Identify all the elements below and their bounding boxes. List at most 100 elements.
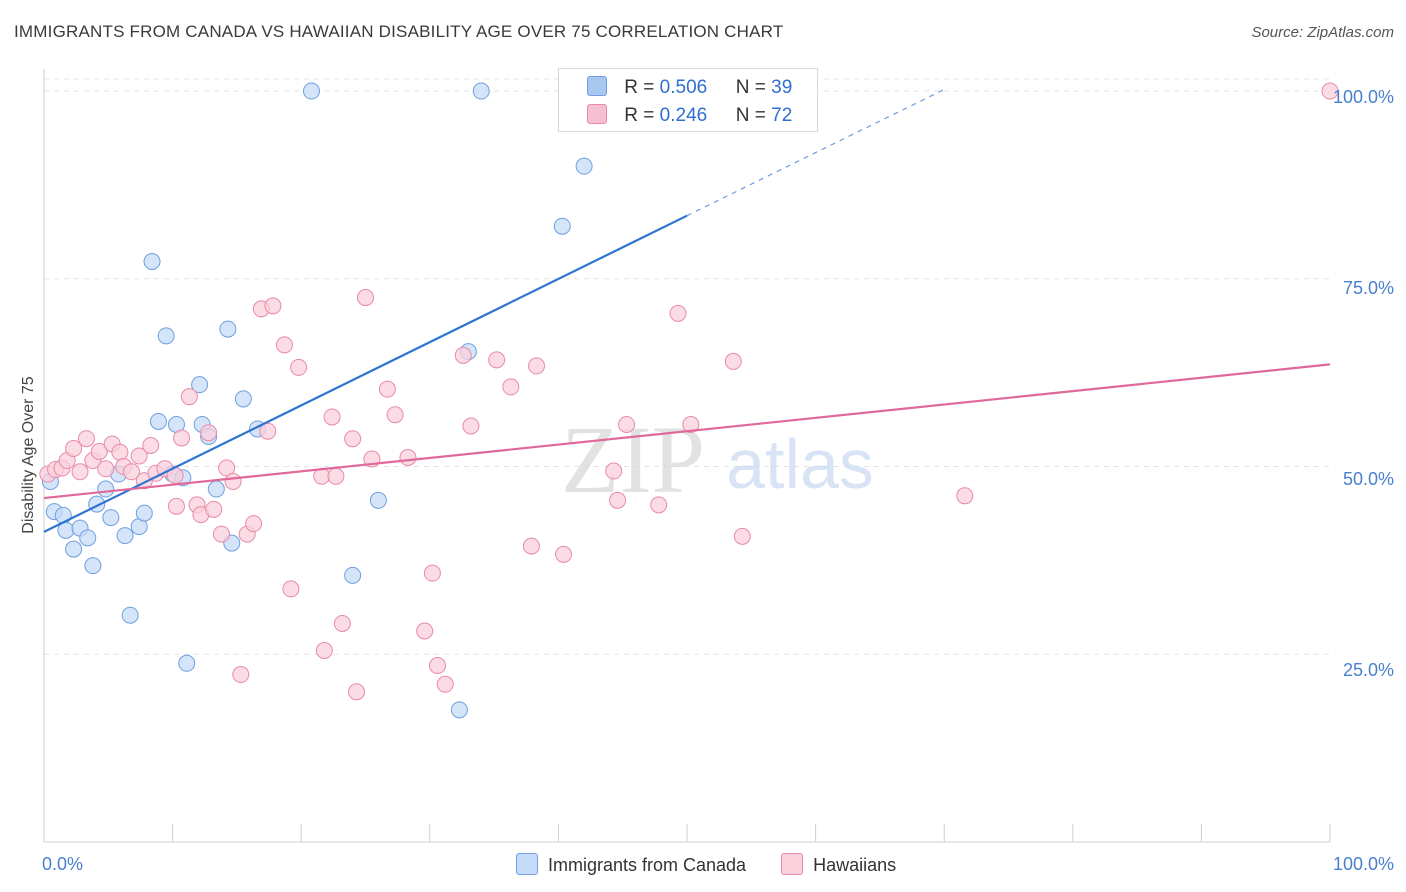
- y-tick-label-100: 100.0%: [1333, 87, 1394, 107]
- data-point-canada: [149, 412, 167, 430]
- data-point-hawaiians: [733, 527, 751, 545]
- data-point-canada: [207, 480, 225, 498]
- data-point-canada: [575, 157, 593, 175]
- data-point-hawaiians: [315, 642, 333, 660]
- data-point-hawaiians: [111, 443, 129, 461]
- data-point-hawaiians: [333, 614, 351, 632]
- data-point-canada: [121, 606, 139, 624]
- data-point-hawaiians: [173, 429, 191, 447]
- legend-n-value: 72: [771, 105, 793, 126]
- data-point-hawaiians: [290, 358, 308, 376]
- legend-swatch-hawaiians: [781, 853, 804, 875]
- legend-n-label: N =: [735, 77, 772, 98]
- data-point-hawaiians: [609, 491, 627, 509]
- data-point-canada: [54, 506, 72, 524]
- data-point-hawaiians: [259, 422, 277, 440]
- watermark-atlas: atlas: [726, 425, 874, 503]
- x-tick-label-max: 100.0%: [1333, 854, 1394, 874]
- series-hawaiians-points: [39, 82, 1339, 701]
- data-point-hawaiians: [65, 439, 83, 457]
- legend-row-canada: R = 0.506 N = 39: [587, 76, 792, 99]
- data-point-hawaiians: [77, 430, 95, 448]
- data-point-hawaiians: [618, 415, 636, 433]
- data-point-hawaiians: [224, 473, 242, 491]
- data-point-canada: [84, 557, 102, 575]
- data-point-canada: [191, 376, 209, 394]
- data-point-hawaiians: [327, 467, 345, 485]
- data-point-hawaiians: [275, 336, 293, 354]
- legend-n-label: N =: [735, 105, 772, 126]
- data-point-hawaiians: [130, 447, 148, 465]
- data-point-hawaiians: [167, 497, 185, 515]
- data-point-hawaiians: [528, 357, 546, 375]
- legend-r-value: 0.506: [659, 77, 708, 98]
- trendline-hawaiians: [43, 363, 1331, 500]
- data-point-canada: [143, 253, 161, 271]
- data-point-canada: [472, 82, 490, 100]
- data-point-hawaiians: [232, 666, 250, 684]
- data-point-hawaiians: [454, 346, 472, 364]
- data-point-canada: [234, 390, 252, 408]
- trendline-canada: [43, 214, 688, 533]
- data-point-hawaiians: [956, 487, 974, 505]
- data-point-hawaiians: [180, 388, 198, 406]
- legend-row-hawaiians: R = 0.246 N = 72: [587, 104, 792, 127]
- data-point-hawaiians: [378, 380, 396, 398]
- data-point-hawaiians: [264, 297, 282, 315]
- data-point-hawaiians: [462, 417, 480, 435]
- legend-swatch-canada: [516, 853, 538, 875]
- series-canada-points: [41, 82, 593, 719]
- data-point-canada: [157, 327, 175, 345]
- data-point-hawaiians: [724, 352, 742, 370]
- data-point-hawaiians: [399, 449, 417, 467]
- data-point-hawaiians: [605, 462, 623, 480]
- data-point-hawaiians: [386, 406, 404, 424]
- data-point-hawaiians: [502, 378, 520, 396]
- data-point-canada: [369, 491, 387, 509]
- source-label: Source: ZipAtlas.com: [1251, 24, 1394, 41]
- chart-title: IMMIGRANTS FROM CANADA VS HAWAIIAN DISAB…: [14, 22, 784, 41]
- data-point-hawaiians: [245, 515, 263, 533]
- data-point-hawaiians: [323, 408, 341, 426]
- data-point-hawaiians: [357, 289, 374, 307]
- data-point-hawaiians: [205, 500, 223, 518]
- data-point-hawaiians: [416, 622, 434, 640]
- data-point-hawaiians: [522, 537, 540, 555]
- data-point-canada: [102, 509, 120, 527]
- data-point-canada: [65, 540, 83, 558]
- y-tick-label-50: 50.0%: [1343, 469, 1394, 489]
- data-point-canada: [79, 529, 97, 547]
- legend-label-hawaiians: Hawaiians: [813, 855, 897, 875]
- data-point-hawaiians: [1321, 82, 1339, 100]
- y-axis-label: Disability Age Over 75: [20, 376, 37, 534]
- data-point-hawaiians: [669, 304, 687, 322]
- correlation-legend: R = 0.506 N = 39 R = 0.246 N = 72: [558, 68, 818, 132]
- legend-r-value: 0.246: [659, 105, 708, 126]
- data-point-hawaiians: [555, 545, 573, 563]
- data-point-hawaiians: [423, 564, 441, 582]
- data-point-canada: [450, 701, 468, 719]
- data-point-hawaiians: [200, 424, 218, 442]
- data-point-hawaiians: [429, 657, 447, 675]
- x-tick-label-min: 0.0%: [42, 854, 83, 874]
- data-point-hawaiians: [347, 683, 365, 701]
- data-point-canada: [302, 82, 320, 100]
- data-point-canada: [116, 527, 134, 545]
- data-point-canada: [97, 480, 115, 498]
- data-point-hawaiians: [436, 675, 454, 693]
- data-point-canada: [553, 217, 571, 235]
- data-point-canada: [178, 654, 196, 672]
- y-tick-label-75: 75.0%: [1343, 278, 1394, 298]
- legend-item-canada: Immigrants from Canada: [516, 853, 746, 876]
- data-point-hawaiians: [90, 443, 108, 460]
- data-point-hawaiians: [650, 496, 668, 514]
- legend-item-hawaiians: Hawaiians: [781, 853, 896, 876]
- legend-r-label: R =: [624, 105, 660, 126]
- legend-swatch-canada: [587, 76, 607, 96]
- legend-label-canada: Immigrants from Canada: [548, 855, 747, 875]
- data-point-hawaiians: [122, 463, 140, 481]
- data-point-hawaiians: [344, 430, 362, 448]
- legend-n-value: 39: [771, 77, 793, 98]
- data-point-hawaiians: [682, 415, 700, 433]
